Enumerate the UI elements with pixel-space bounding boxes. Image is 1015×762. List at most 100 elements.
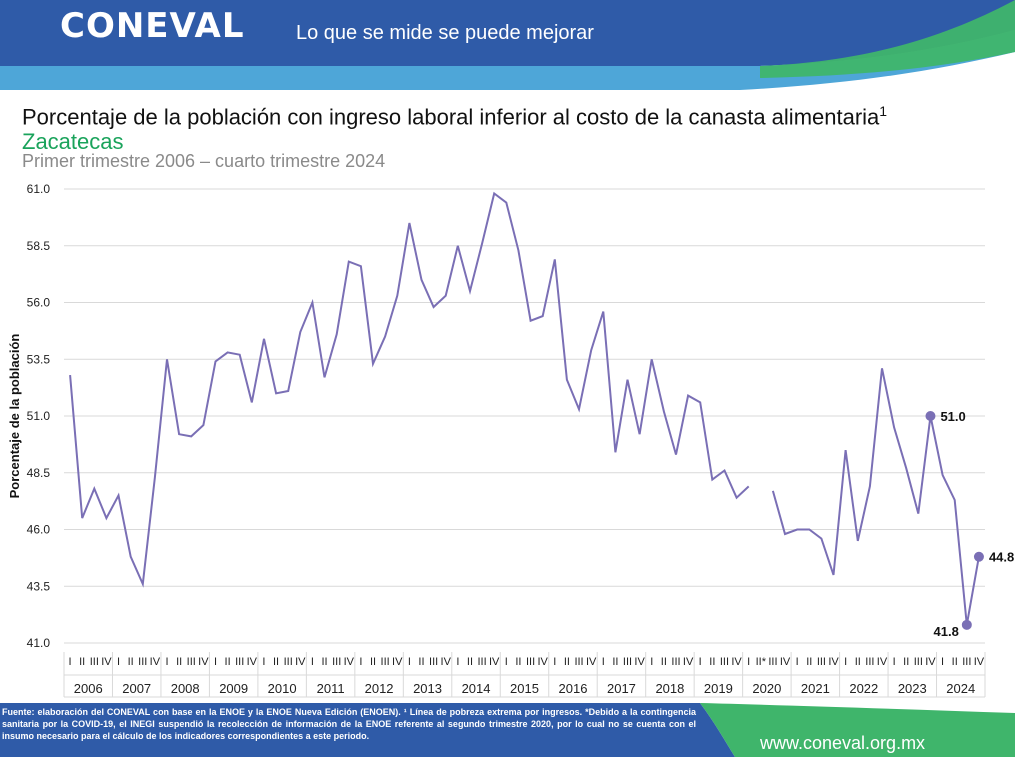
x-tick-quarter: I bbox=[408, 656, 411, 668]
x-tick-quarter: II bbox=[515, 656, 521, 668]
x-tick-year: 2008 bbox=[171, 681, 200, 696]
x-tick-quarter: IV bbox=[683, 656, 694, 668]
y-tick-label: 53.5 bbox=[27, 352, 51, 366]
x-tick-quarter: I bbox=[747, 656, 750, 668]
x-tick-quarter: IV bbox=[489, 656, 500, 668]
x-tick-quarter: II bbox=[321, 656, 327, 668]
x-tick-quarter: IV bbox=[780, 656, 791, 668]
x-tick-quarter: II bbox=[225, 656, 231, 668]
x-tick-quarter: IV bbox=[101, 656, 112, 668]
x-tick-year: 2009 bbox=[219, 681, 248, 696]
x-tick-quarter: I bbox=[650, 656, 653, 668]
x-tick-quarter: IV bbox=[731, 656, 742, 668]
x-tick-quarter: I bbox=[456, 656, 459, 668]
x-tick-quarter: I bbox=[844, 656, 847, 668]
x-tick-quarter: II bbox=[855, 656, 861, 668]
x-tick-quarter: IV bbox=[537, 656, 548, 668]
x-tick-quarter: IV bbox=[828, 656, 839, 668]
chart-period: Primer trimestre 2006 – cuarto trimestre… bbox=[22, 151, 386, 171]
data-label: 44.8 bbox=[989, 550, 1014, 565]
footer-banner bbox=[0, 703, 1015, 757]
x-tick-quarter: II bbox=[612, 656, 618, 668]
x-tick-quarter: I bbox=[553, 656, 556, 668]
x-tick-year: 2014 bbox=[462, 681, 491, 696]
x-tick-quarter: II bbox=[661, 656, 667, 668]
x-tick-quarter: II bbox=[806, 656, 812, 668]
x-tick-quarter: I bbox=[262, 656, 265, 668]
x-tick-quarter: IV bbox=[877, 656, 888, 668]
x-tick-quarter: II bbox=[176, 656, 182, 668]
website-link[interactable]: www.coneval.org.mx bbox=[760, 733, 926, 753]
x-tick-year: 2020 bbox=[752, 681, 781, 696]
x-tick-quarter: III bbox=[138, 656, 147, 668]
header-shape bbox=[0, 0, 1015, 92]
x-tick-quarter: II bbox=[903, 656, 909, 668]
footer-shape bbox=[0, 703, 1015, 757]
x-tick-quarter: III bbox=[332, 656, 341, 668]
title-footnote-marker: 1 bbox=[879, 103, 888, 119]
x-tick-quarter: II* bbox=[756, 656, 767, 668]
x-tick-year: 2007 bbox=[122, 681, 151, 696]
x-tick-year: 2017 bbox=[607, 681, 636, 696]
x-tick-quarter: IV bbox=[634, 656, 645, 668]
x-tick-quarter: IV bbox=[925, 656, 936, 668]
chart-subtitle: Zacatecas bbox=[22, 129, 124, 154]
x-tick-quarter: I bbox=[165, 656, 168, 668]
x-tick-quarter: I bbox=[359, 656, 362, 668]
y-tick-label: 41.0 bbox=[27, 636, 51, 650]
x-tick-year: 2011 bbox=[317, 681, 345, 696]
x-tick-quarter: III bbox=[187, 656, 196, 668]
x-tick-quarter: III bbox=[429, 656, 438, 668]
data-label: 51.0 bbox=[940, 409, 965, 424]
y-tick-label: 46.0 bbox=[27, 523, 51, 537]
x-tick-year: 2006 bbox=[74, 681, 103, 696]
x-tick-quarter: I bbox=[796, 656, 799, 668]
header-banner: CONEVAL Lo que se mide se puede mejorar bbox=[0, 0, 1015, 92]
x-tick-quarter: I bbox=[941, 656, 944, 668]
x-tick-quarter: III bbox=[720, 656, 729, 668]
x-tick-year: 2010 bbox=[268, 681, 297, 696]
x-tick-quarter: III bbox=[235, 656, 244, 668]
x-tick-year: 2012 bbox=[365, 681, 394, 696]
x-tick-quarter: III bbox=[90, 656, 99, 668]
x-tick-quarter: IV bbox=[586, 656, 597, 668]
x-tick-quarter: I bbox=[117, 656, 120, 668]
data-point bbox=[925, 411, 936, 421]
x-tick-year: 2013 bbox=[413, 681, 442, 696]
x-tick-quarter: IV bbox=[392, 656, 403, 668]
y-axis-label: Porcentaje de la población bbox=[7, 334, 22, 499]
y-tick-label: 58.5 bbox=[27, 239, 51, 253]
x-tick-quarter: I bbox=[602, 656, 605, 668]
x-tick-quarter: IV bbox=[295, 656, 306, 668]
x-tick-quarter: IV bbox=[150, 656, 161, 668]
y-tick-label: 48.5 bbox=[27, 466, 51, 480]
data-point bbox=[961, 619, 972, 630]
coneval-logo: CONEVAL bbox=[60, 6, 245, 46]
x-tick-quarter: II bbox=[564, 656, 570, 668]
x-tick-quarter: III bbox=[574, 656, 583, 668]
x-tick-quarter: II bbox=[467, 656, 473, 668]
y-tick-label: 43.5 bbox=[27, 579, 51, 593]
x-tick-year: 2015 bbox=[510, 681, 539, 696]
x-tick-year: 2018 bbox=[655, 681, 684, 696]
y-tick-label: 61.0 bbox=[27, 182, 51, 196]
x-tick-quarter: IV bbox=[247, 656, 258, 668]
data-point bbox=[973, 551, 984, 562]
x-tick-quarter: I bbox=[311, 656, 314, 668]
x-tick-year: 2022 bbox=[849, 681, 878, 696]
x-tick-quarter: III bbox=[477, 656, 486, 668]
x-tick-quarter: III bbox=[671, 656, 680, 668]
x-tick-quarter: III bbox=[865, 656, 874, 668]
x-tick-year: 2016 bbox=[559, 681, 588, 696]
header-tagline: Lo que se mide se puede mejorar bbox=[296, 22, 594, 44]
x-tick-quarter: IV bbox=[441, 656, 452, 668]
x-tick-quarter: IV bbox=[198, 656, 209, 668]
x-tick-quarter: IV bbox=[974, 656, 985, 668]
x-tick-quarter: III bbox=[768, 656, 777, 668]
y-tick-label: 51.0 bbox=[27, 409, 51, 423]
x-tick-quarter: III bbox=[817, 656, 826, 668]
x-tick-quarter: III bbox=[914, 656, 923, 668]
series-line bbox=[771, 368, 980, 625]
x-tick-quarter: II bbox=[370, 656, 376, 668]
x-tick-quarter: III bbox=[623, 656, 632, 668]
